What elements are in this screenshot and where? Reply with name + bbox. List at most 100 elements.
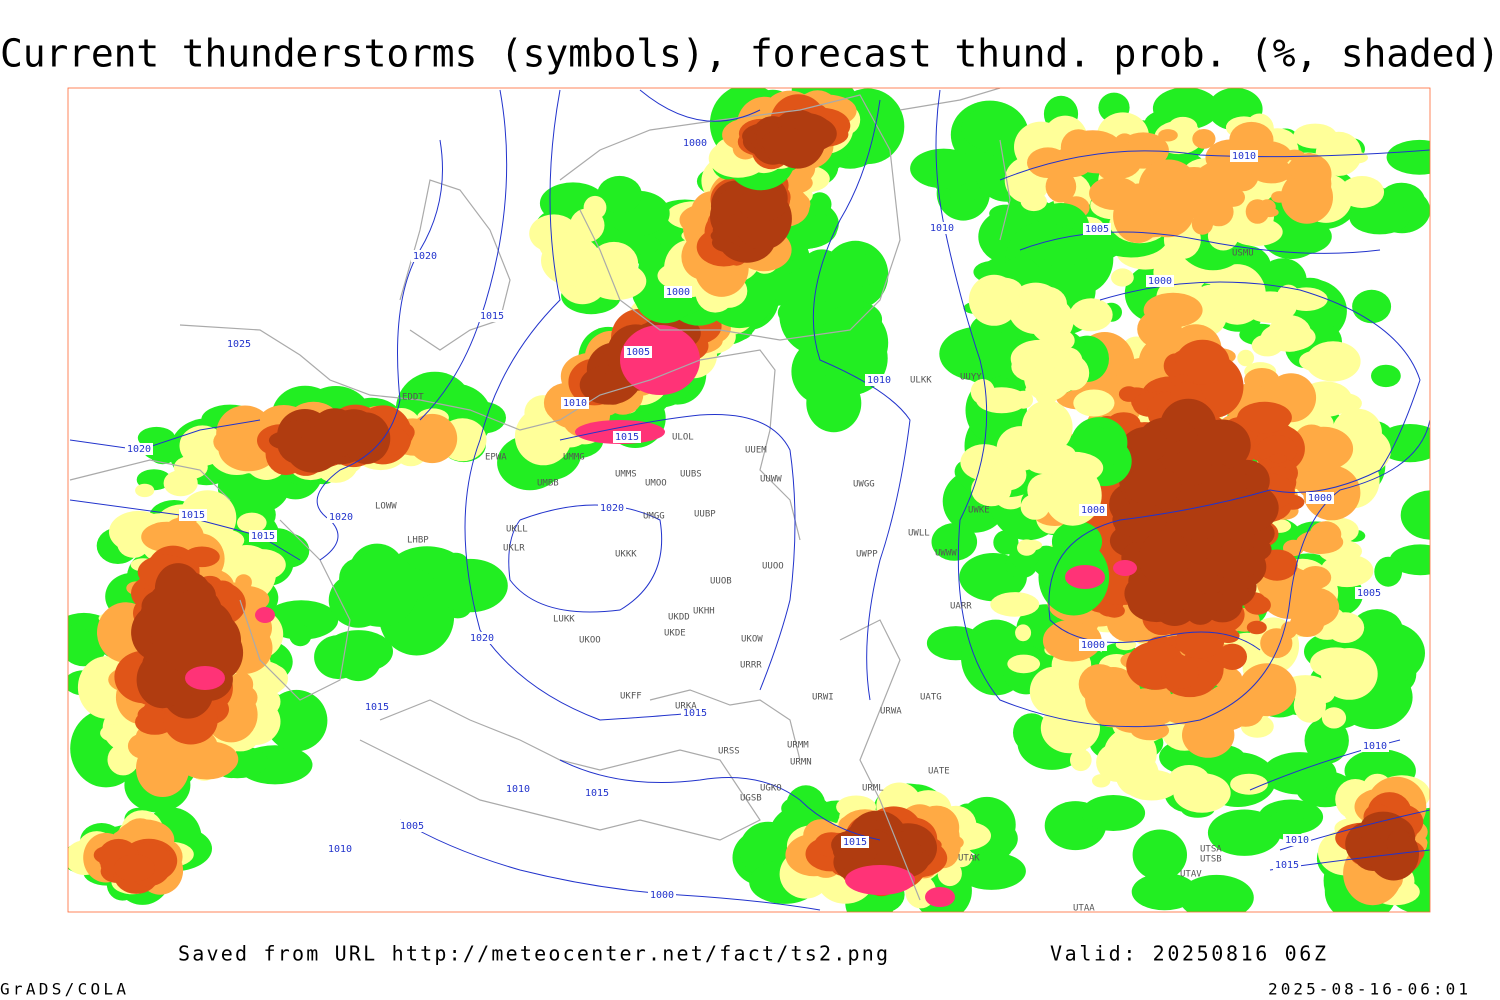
isobar-label: 1020: [470, 633, 494, 644]
probability-patch: [1130, 427, 1168, 462]
isobar-label: 1010: [867, 375, 891, 386]
probability-patch: [1038, 246, 1063, 261]
probability-patch: [910, 148, 978, 189]
probability-patch: [1111, 268, 1134, 287]
probability-patch: [1070, 748, 1092, 772]
isobar-label-bg: [225, 338, 253, 350]
probability-patch: [1197, 592, 1229, 611]
isobar-label-bg: [583, 787, 611, 799]
probability-patch: [1217, 643, 1248, 670]
probability-patch: [970, 379, 995, 405]
probability-patch: [995, 509, 1016, 525]
probability-patch: [1124, 466, 1182, 506]
isobar-label-bg: [1355, 587, 1383, 599]
probability-patch: [1209, 685, 1242, 706]
isobar-label: 1005: [1357, 588, 1381, 599]
station-label: UGSB: [740, 794, 762, 804]
probability-patch: [597, 371, 629, 405]
isobar-label-bg: [468, 632, 496, 644]
isobar-label-bg: [613, 431, 641, 443]
isobar-line: [399, 759, 881, 911]
station-label: UUOB: [710, 577, 732, 587]
probability-patch: [1175, 622, 1225, 659]
probability-patch: [1165, 655, 1199, 689]
probability-patch: [1179, 874, 1254, 912]
probability-patch: [1293, 426, 1354, 471]
probability-patch: [1300, 152, 1318, 172]
isobar-label: 1000: [1081, 505, 1105, 516]
probability-patch: [961, 106, 1026, 151]
station-label: UTSA: [1200, 845, 1222, 855]
probability-patch: [1138, 531, 1190, 586]
isobar-label-bg: [598, 502, 626, 514]
probability-patch: [1304, 717, 1349, 764]
isobar-label-bg: [179, 509, 207, 521]
probability-patch: [1204, 197, 1234, 227]
isobar-label-bg: [398, 820, 426, 832]
isobar-label: 1020: [600, 503, 624, 514]
probability-patch: [813, 305, 889, 381]
station-label: UKLL: [506, 525, 528, 535]
probability-patch: [992, 394, 1009, 410]
probability-patch: [151, 603, 209, 665]
isobar-label-bg: [648, 889, 676, 901]
probability-patch: [1025, 286, 1067, 322]
isobar-label-bg: [1083, 223, 1111, 235]
probability-patch: [1287, 176, 1316, 202]
isobar-label: 1015: [480, 311, 504, 322]
probability-patch: [1052, 330, 1075, 351]
probability-patch: [586, 262, 647, 301]
station-label: UKFF: [620, 692, 642, 702]
isobar-label: 1025: [227, 339, 251, 350]
coastline: [899, 88, 1011, 241]
probability-patch: [100, 724, 128, 742]
isobar-line: [419, 89, 508, 421]
coastline: [399, 179, 511, 351]
isobar-label-bg: [681, 137, 709, 149]
probability-patch: [723, 213, 759, 237]
probability-patch: [1172, 193, 1209, 219]
probability-patch: [1237, 401, 1292, 434]
thunderstorm-area: [925, 887, 955, 907]
station-label: UWKE: [968, 506, 990, 516]
probability-patch: [981, 277, 1023, 301]
probability-patch: [1269, 453, 1287, 464]
probability-patch: [1237, 703, 1266, 720]
station-label: UARR: [950, 602, 972, 612]
probability-patch: [971, 472, 1012, 507]
station-label: URMN: [790, 758, 812, 768]
isobar-label: 1015: [1275, 860, 1299, 871]
isobar-label: 1015: [365, 702, 389, 713]
station-label: UTSB: [1200, 855, 1222, 865]
isobar-label-bg: [624, 346, 652, 358]
isobar-label-bg: [664, 286, 692, 298]
station-label: USMU: [1232, 249, 1254, 259]
probability-patch: [1113, 711, 1154, 733]
probability-patch: [1215, 474, 1241, 496]
isobar-label-bg: [1146, 275, 1174, 287]
probability-patch: [1073, 389, 1115, 417]
station-label: UATE: [928, 767, 950, 777]
isobar-label-bg: [561, 397, 589, 409]
probability-patch: [990, 592, 1040, 617]
isobar-label: 1020: [329, 512, 353, 523]
isobar-line: [316, 139, 443, 561]
isobar-label: 1015: [683, 708, 707, 719]
probability-patch: [265, 689, 328, 752]
probability-patch: [1271, 191, 1288, 203]
probability-patch: [1352, 289, 1392, 324]
station-label: EPWA: [485, 453, 507, 463]
probability-patch: [341, 550, 419, 627]
isobar-label-bg: [1079, 639, 1107, 651]
probability-patch: [1123, 769, 1180, 801]
probability-patch: [1097, 140, 1143, 179]
probability-patch: [1206, 546, 1263, 579]
probability-patch: [1197, 291, 1235, 324]
probability-patch: [1225, 184, 1243, 201]
probability-patch: [1025, 384, 1047, 396]
probability-patch: [1257, 435, 1298, 466]
station-label: UWWW: [935, 549, 957, 559]
probability-patch: [1321, 707, 1347, 729]
probability-patch: [179, 425, 226, 467]
station-label: URKA: [675, 702, 697, 712]
